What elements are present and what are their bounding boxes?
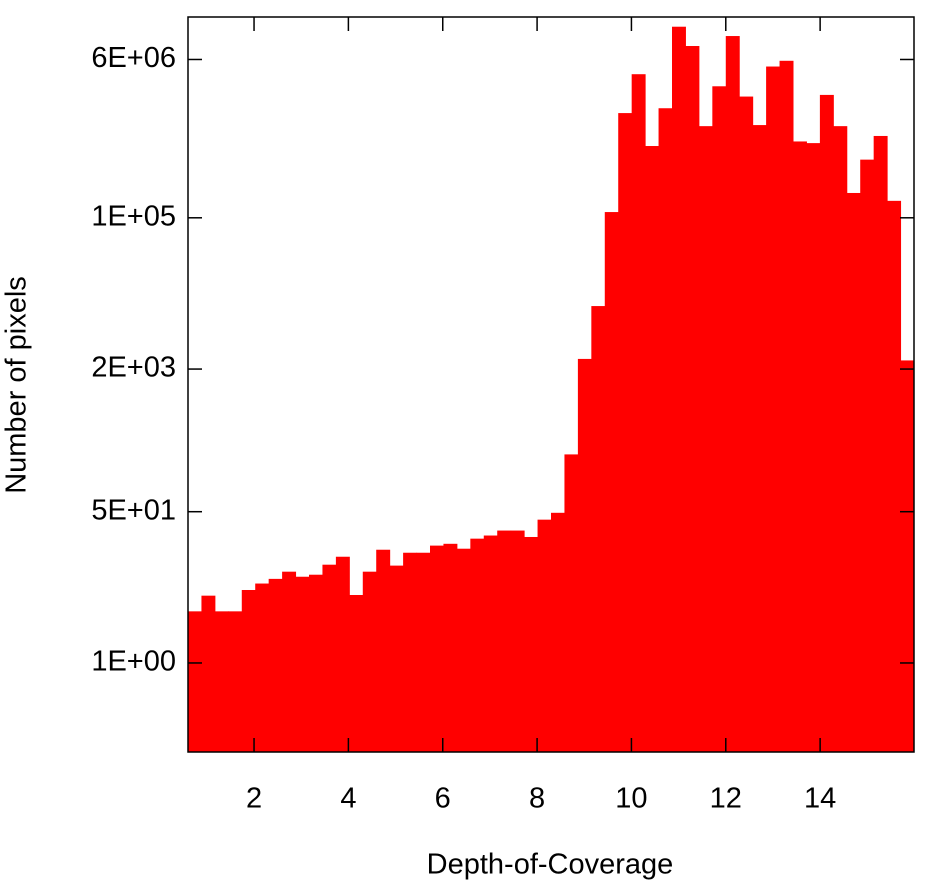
- bar: [752, 125, 767, 752]
- x-tick-label: 12: [710, 783, 742, 815]
- bar: [349, 594, 364, 752]
- bar: [214, 611, 229, 752]
- bar: [766, 66, 781, 752]
- bar: [537, 519, 552, 752]
- bar: [685, 46, 700, 753]
- bar: [698, 126, 713, 752]
- bar: [389, 565, 404, 752]
- bar: [497, 530, 512, 752]
- y-tick-label: 2E+03: [91, 352, 176, 384]
- bar: [268, 578, 283, 752]
- x-tick-label: 2: [246, 783, 262, 815]
- x-tick-label: 4: [340, 783, 356, 815]
- bar: [201, 595, 216, 752]
- plot-frame: [187, 16, 915, 753]
- bar: [524, 536, 539, 752]
- bar: [443, 543, 458, 752]
- y-tick-label: 5E+01: [91, 494, 176, 526]
- bar: [282, 571, 297, 752]
- bar: [241, 589, 256, 752]
- bar: [645, 146, 660, 753]
- bar: [335, 556, 350, 752]
- bar: [712, 86, 727, 752]
- bar: [833, 126, 848, 752]
- bar: [376, 549, 391, 752]
- bar: [887, 200, 902, 752]
- x-tick-label: 8: [529, 783, 545, 815]
- bar: [309, 574, 323, 752]
- bar: [456, 548, 471, 752]
- bar: [295, 576, 310, 752]
- bar: [510, 530, 525, 752]
- bar: [873, 135, 888, 753]
- bar: [846, 192, 861, 752]
- bar: [591, 306, 606, 752]
- y-tick-label: 1E+05: [91, 200, 176, 232]
- bar: [255, 583, 270, 752]
- bar: [631, 74, 646, 752]
- bar: [483, 535, 498, 752]
- bar: [779, 60, 794, 752]
- bar: [188, 611, 202, 752]
- bar: [725, 36, 740, 752]
- bar: [577, 358, 592, 752]
- bar: [604, 212, 619, 752]
- x-tick-label: 14: [804, 783, 836, 815]
- bar: [672, 26, 686, 752]
- y-tick-label: 6E+06: [91, 42, 176, 74]
- bar: [739, 96, 754, 753]
- bars: [188, 26, 915, 753]
- bar: [362, 571, 377, 752]
- x-tick-label: 6: [435, 783, 451, 815]
- bar: [228, 611, 243, 752]
- bar: [819, 94, 834, 752]
- bar: [793, 141, 807, 752]
- bar: [551, 512, 565, 752]
- bar: [470, 538, 485, 752]
- bar: [860, 159, 875, 752]
- y-tick-label: 1E+00: [91, 646, 176, 678]
- bar: [618, 113, 633, 752]
- bar: [658, 108, 673, 753]
- bar: [322, 564, 337, 752]
- bar: [403, 552, 418, 752]
- bar: [416, 552, 431, 752]
- bar: [806, 143, 821, 752]
- y-axis-label: Number of pixels: [1, 276, 33, 494]
- bar: [900, 360, 915, 752]
- x-tick-label: 10: [615, 783, 647, 815]
- bar: [564, 454, 579, 752]
- x-axis-label: Depth-of-Coverage: [427, 849, 674, 881]
- bar: [430, 545, 444, 752]
